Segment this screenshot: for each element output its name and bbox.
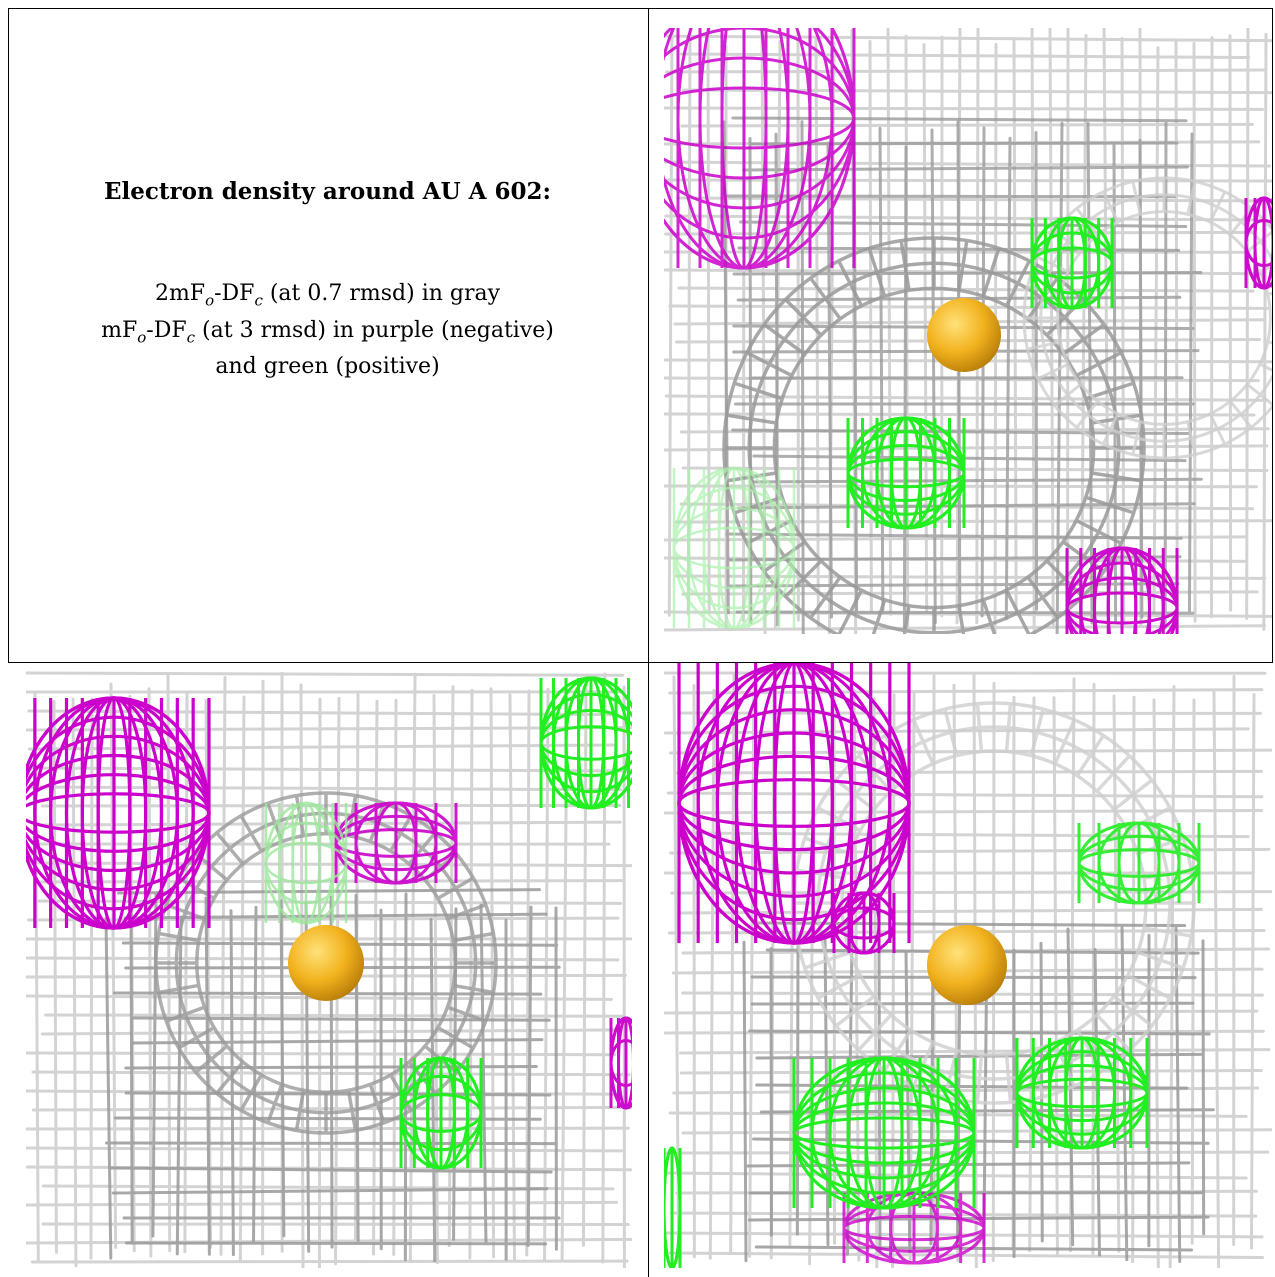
gray-density-mesh-dark	[742, 921, 1215, 1263]
density-view-bottom-left	[26, 663, 632, 1268]
line2-sub1: o	[137, 327, 147, 346]
purple-negative-mesh	[664, 28, 856, 270]
caption-line-2: mFo-DFc (at 3 rmsd) in purple (negative)	[101, 316, 554, 352]
purple-negative-mesh-3	[1244, 196, 1272, 290]
green-positive-mesh-2	[399, 1056, 483, 1170]
caption-line-1: 2mFo-DFc (at 0.7 rmsd) in gray	[155, 279, 500, 315]
purple-negative-mesh	[26, 696, 211, 930]
table-border-right	[1272, 8, 1273, 663]
green-positive-mesh-2	[1030, 216, 1114, 310]
density-render-1	[664, 28, 1272, 634]
green-positive-mesh-faint	[264, 801, 348, 925]
line1-suffix: (at 0.7 rmsd) in gray	[262, 281, 501, 307]
caption-line-3: and green (positive)	[215, 353, 440, 379]
caption-cell: Electron density around AU A 602: 2mFo-D…	[8, 8, 647, 662]
line1-sub1: o	[205, 291, 215, 310]
density-render-2	[26, 671, 632, 1268]
density-view-top-right	[664, 28, 1272, 634]
table-divider-horizontal	[8, 662, 1273, 663]
purple-negative-mesh-2	[832, 891, 896, 955]
gray-ring-mesh	[722, 236, 1146, 634]
purple-negative-mesh-3	[609, 1016, 632, 1110]
green-positive-mesh-3	[1077, 821, 1201, 905]
gold-atom-sphere	[927, 925, 1007, 1005]
table-divider-vertical	[648, 8, 649, 1277]
line1-prefix: 2mF	[154, 281, 206, 307]
purple-negative-mesh-2	[1065, 546, 1179, 634]
line2-prefix: mF	[101, 317, 138, 343]
line2-sub2: c	[186, 327, 196, 346]
gold-atom-sphere	[288, 925, 364, 1001]
density-render-3	[664, 663, 1272, 1268]
gray-ring-mesh-2	[1022, 176, 1272, 460]
table-border-top	[8, 8, 1273, 9]
density-view-bottom-right	[664, 663, 1272, 1268]
green-positive-mesh	[792, 1056, 976, 1210]
purple-negative-mesh-2	[334, 801, 458, 885]
purple-negative-mesh	[677, 663, 911, 945]
green-positive-mesh	[539, 676, 632, 810]
green-positive-mesh-faint	[672, 466, 796, 630]
line2-suffix: (at 3 rmsd) in purple (negative)	[195, 317, 554, 343]
green-positive-mesh	[846, 416, 966, 530]
table-border-left	[8, 8, 9, 663]
green-positive-mesh-2	[1015, 1036, 1149, 1150]
line1-sub2: c	[254, 291, 263, 310]
green-positive-mesh-4	[664, 1146, 682, 1268]
line2-mid: -DF	[146, 317, 187, 343]
line1-mid: -DF	[214, 281, 255, 307]
gold-atom-sphere	[927, 298, 1001, 372]
caption-title: Electron density around AU A 602:	[104, 178, 551, 206]
